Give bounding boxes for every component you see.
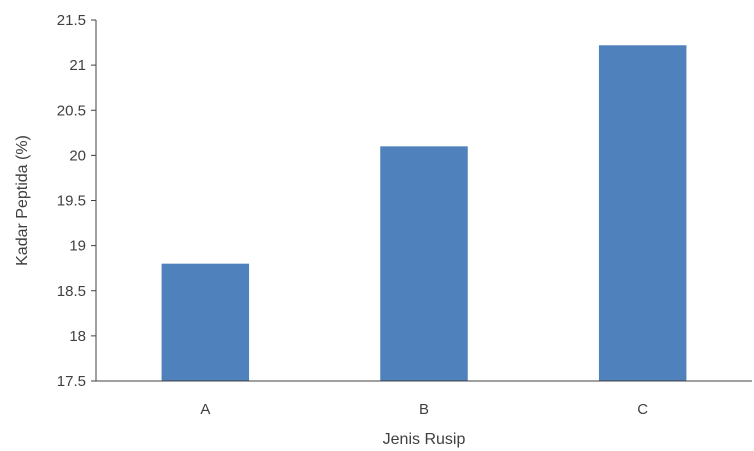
- y-tick-label: 20: [69, 147, 86, 164]
- y-tick-label: 20.5: [57, 102, 86, 119]
- x-axis-title: Jenis Rusip: [383, 431, 466, 448]
- y-tick-label: 21: [69, 57, 86, 74]
- x-tick-label: A: [200, 401, 210, 418]
- bar-A: [161, 263, 250, 381]
- y-axis-ticks: 17.5 18 18.5 19 19.5 20 20.5 21 21.5: [57, 12, 96, 390]
- bar-B: [380, 146, 468, 381]
- y-tick-label: 17.5: [57, 373, 86, 390]
- y-tick-label: 19: [69, 238, 86, 255]
- y-tick-label: 18: [69, 328, 86, 345]
- y-tick-label: 21.5: [57, 12, 86, 29]
- y-axis-title: Kadar Peptida (%): [14, 135, 31, 266]
- x-tick-label: B: [419, 401, 429, 418]
- bar-C: [598, 45, 687, 382]
- bars-layer: [161, 45, 687, 382]
- x-tick-label: C: [637, 401, 648, 418]
- y-tick-label: 19.5: [57, 193, 86, 210]
- x-axis-ticks: A B C: [200, 401, 648, 418]
- y-tick-label: 18.5: [57, 283, 86, 300]
